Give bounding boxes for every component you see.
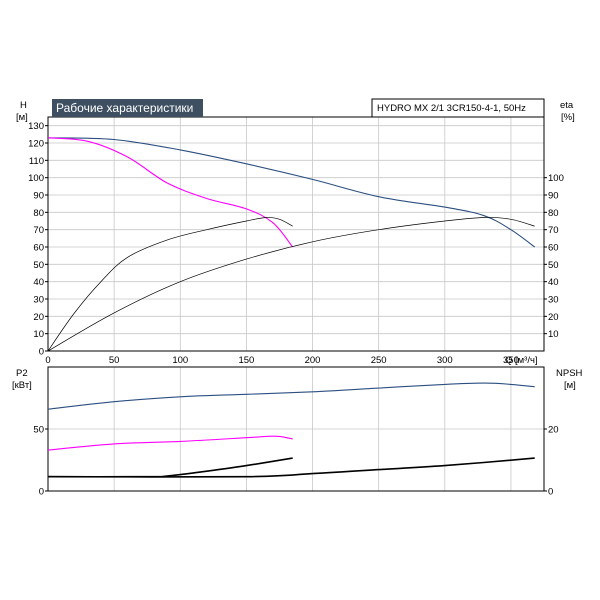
y-left-tick-label: 100	[28, 173, 44, 184]
chart-title: Рабочие характеристики	[56, 101, 193, 115]
y-left-tick-label: 10	[33, 329, 44, 340]
y-left-unit: [м]	[16, 112, 28, 123]
title-background	[52, 99, 203, 117]
top-panel-series	[47, 137, 536, 352]
series-line-1-0	[47, 382, 535, 410]
bottom-panel-ticks: 0 50 0 20	[33, 425, 558, 498]
x-tick-label: 350	[503, 355, 519, 366]
x-tick-label: 200	[305, 355, 321, 366]
y-left-tick-label: 30	[33, 295, 44, 306]
x-tick-label: 0	[45, 355, 50, 366]
y-right-tick-label: 10	[548, 329, 559, 340]
x-tick-label: 50	[109, 355, 120, 366]
top-panel-grid	[48, 117, 544, 351]
x-axis-label: Q	[505, 355, 512, 366]
series-line-0-2	[47, 217, 293, 352]
y-right-tick-label: 50	[548, 260, 559, 271]
y-right-tick-label: 0	[548, 487, 553, 498]
y-right-tick-label: 20	[548, 312, 559, 323]
y-left-tick-label: 120	[28, 139, 44, 150]
x-tick-label: 250	[371, 355, 387, 366]
x-tick-label: 150	[238, 355, 254, 366]
y-left-tick-label: 0	[39, 347, 44, 358]
y-left-tick-label: 110	[29, 156, 44, 167]
y-left-tick-label: 70	[33, 225, 44, 236]
model-label-box	[371, 98, 545, 118]
y-left-tick-label: 80	[33, 208, 44, 219]
y-left-tick-label: 40	[33, 277, 44, 288]
y-right-tick-label: 70	[548, 225, 559, 236]
y-right-tick-label: 40	[548, 277, 559, 288]
y-right-label: eta	[560, 100, 574, 111]
x-tick-label: 300	[437, 355, 453, 366]
top-panel-frame	[47, 116, 545, 352]
npsh-unit: [м]	[564, 380, 576, 391]
y-right-tick-label: 20	[548, 425, 559, 436]
y-right-unit: [%]	[561, 112, 575, 123]
y-right-tick-label: 90	[548, 191, 559, 202]
x-axis-unit: [м³/ч]	[515, 355, 538, 366]
y-right-tick-label: 80	[548, 208, 559, 219]
y-left-tick-label: 60	[33, 243, 44, 254]
model-label: HYDRO MX 2/1 3CR150-4-1, 50Hz	[377, 103, 526, 114]
top-panel-ticks: 0 10 20 30 40 50 60 70 80 90 100 110 120 130 10 20 30 40 5…	[28, 121, 564, 366]
y-left-tick-label: 50	[33, 260, 44, 271]
series-line-1-1	[47, 435, 293, 451]
y-right-tick-label: 60	[548, 243, 559, 254]
y-left-tick-label: 130	[28, 121, 44, 132]
y-left-tick-label: 90	[33, 191, 44, 202]
series-line-0-1	[47, 137, 294, 248]
npsh-label: NPSH	[556, 368, 583, 379]
y-right-tick-label: 100	[548, 173, 564, 184]
y-left-tick-label: 50	[33, 425, 44, 436]
y-left-tick-label: 0	[39, 487, 44, 498]
series-line-0-0	[47, 137, 536, 248]
y-left-tick-label: 20	[33, 312, 44, 323]
bottom-panel-series	[47, 382, 535, 478]
y-right-tick-label: 30	[548, 295, 559, 306]
series-line-0-3	[47, 217, 535, 352]
series-line-1-3	[47, 457, 535, 478]
x-tick-label: 100	[172, 355, 188, 366]
p2-label: P2	[16, 368, 28, 379]
p2-unit: [кВт]	[12, 380, 32, 391]
y-left-label: H	[20, 100, 27, 111]
